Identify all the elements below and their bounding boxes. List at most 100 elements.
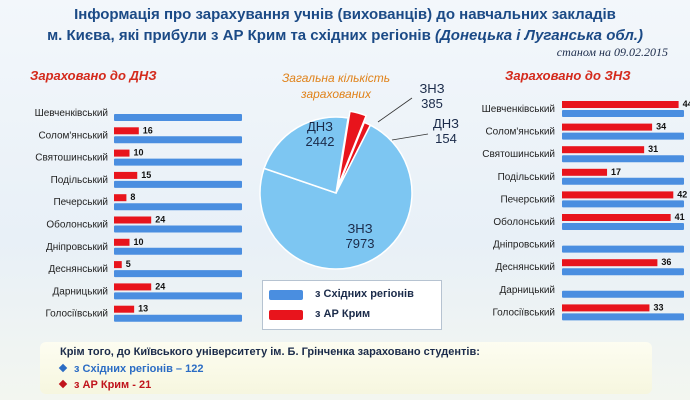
footnote-item-eastern: з Східних регіонів – 122: [58, 363, 204, 375]
pie-slice-value: 2442: [306, 134, 335, 149]
bar-crimea: [562, 146, 645, 154]
bar-value-label: 16: [143, 125, 153, 135]
bar-crimea: [114, 261, 122, 269]
bar-crimea: [114, 305, 135, 313]
footnote-text-eastern: з Східних регіонів – 122: [74, 363, 204, 375]
bar-eastern: [562, 155, 684, 163]
title-line-2-plain: м. Києва, які прибули з АР Крим та східн…: [47, 27, 435, 44]
bar-crimea: [562, 101, 679, 108]
district-label: Солом'янський: [38, 130, 108, 141]
bar-eastern: [114, 292, 242, 300]
district-label: Святошинський: [35, 153, 108, 164]
bar-value-label: 33: [653, 302, 663, 312]
title-line-2: м. Києва, які прибули з АР Крим та східн…: [0, 25, 690, 46]
bar-eastern: [562, 110, 684, 117]
bar-value-label: 41: [675, 212, 685, 222]
pie-slice: [263, 116, 349, 194]
pie-slice-label: ДНЗ: [307, 119, 333, 134]
district-label: Деснянський: [48, 264, 108, 275]
bar-eastern: [114, 114, 242, 121]
bar-crimea: [562, 259, 658, 267]
leader-line: [377, 97, 413, 123]
district-label: Печерський: [53, 197, 108, 208]
bar-value-label: 15: [141, 170, 151, 180]
district-label: Печерський: [500, 194, 555, 205]
bar-value-label: 42: [677, 189, 687, 199]
title-line-2-italic: (Донецька і Луганська обл.): [434, 27, 643, 44]
bar-eastern: [562, 245, 684, 253]
district-label: Голосіївський: [492, 307, 555, 318]
footnote-heading: Крім того, до Київського університету ім…: [60, 346, 480, 358]
pie-slice-label: ЗНЗ: [419, 81, 444, 96]
bullet-diamond-icon: [58, 363, 68, 373]
bar-value-label: 31: [648, 144, 658, 154]
page-title: Інформація про зарахування учнів (вихова…: [0, 4, 690, 46]
bar-eastern: [562, 290, 684, 298]
bar-eastern: [114, 270, 242, 278]
bar-eastern: [114, 314, 242, 322]
bar-eastern: [114, 247, 242, 255]
bar-eastern: [562, 132, 684, 140]
district-label: Оболонський: [493, 216, 555, 228]
district-label: Дніпровський: [493, 240, 555, 251]
district-label: Голосіївський: [45, 309, 108, 320]
bar-eastern: [562, 177, 684, 185]
bar-value-label: 8: [130, 192, 135, 202]
footnote-item-crimea: з АР Крим - 21: [58, 379, 152, 391]
bar-value-label: 24: [155, 281, 165, 291]
bar-eastern: [114, 180, 242, 188]
as-of-date: станом на 09.02.2015: [556, 45, 668, 59]
left-chart-title: Зараховано до ДНЗ: [30, 68, 157, 83]
bar-value-label: 44: [683, 99, 690, 109]
bar-crimea: [114, 216, 152, 224]
district-label: Шевченківський: [482, 104, 555, 115]
legend-swatch-crimea: [269, 310, 303, 320]
bar-crimea: [114, 127, 139, 135]
bar-value-label: 34: [656, 122, 666, 132]
district-label: Оболонський: [46, 219, 108, 231]
district-label: Дарницький: [500, 285, 556, 296]
bar-crimea: [114, 171, 138, 179]
bar-value-label: 10: [134, 237, 144, 247]
footnote-box: Крім того, до Київського університету ім…: [40, 342, 652, 394]
bar-eastern: [562, 223, 684, 230]
pie-chart-title: Загальна кількість зарахованих: [281, 71, 391, 101]
district-label: Деснянський: [495, 262, 555, 273]
bar-value-label: 24: [155, 215, 165, 225]
bar-eastern: [562, 268, 684, 276]
bar-value-label: 17: [611, 167, 621, 177]
bar-eastern: [562, 313, 684, 321]
pie-slice-value: 154: [435, 131, 457, 146]
title-line-1: Інформація про зарахування учнів (вихова…: [74, 6, 616, 23]
legend-swatch-eastern: [269, 290, 303, 300]
bar-crimea: [114, 194, 127, 202]
district-label: Подільський: [51, 175, 108, 186]
district-label: Шевченківський: [35, 108, 108, 119]
bar-crimea: [562, 304, 650, 312]
bar-crimea: [562, 214, 671, 221]
pie-slice: [259, 124, 413, 270]
bar-value-label: 10: [134, 148, 144, 158]
pie-slice-value: 7973: [346, 236, 375, 251]
bar-crimea: [562, 191, 674, 199]
legend: з Східних регіонів з АР Крим: [262, 280, 442, 330]
legend-label-crimea: з АР Крим: [315, 308, 371, 320]
right-chart-title: Зараховано до ЗНЗ: [505, 68, 631, 83]
district-label: Дніпровський: [46, 242, 108, 253]
legend-label-eastern: з Східних регіонів: [315, 288, 414, 300]
district-label: Подільський: [498, 172, 555, 183]
bar-crimea: [114, 149, 130, 157]
bar-crimea: [114, 283, 152, 291]
bar-value-label: 36: [661, 257, 671, 267]
bar-eastern: [562, 200, 684, 208]
bar-eastern: [114, 203, 242, 211]
bar-value-label: 13: [138, 304, 148, 314]
footnote-text-crimea: з АР Крим - 21: [74, 379, 152, 391]
bar-crimea: [114, 238, 130, 246]
bar-eastern: [114, 136, 242, 144]
district-label: Святошинський: [482, 149, 555, 160]
bar-eastern: [114, 225, 242, 233]
pie-slice-value: 385: [421, 96, 443, 111]
bar-crimea: [562, 123, 653, 131]
